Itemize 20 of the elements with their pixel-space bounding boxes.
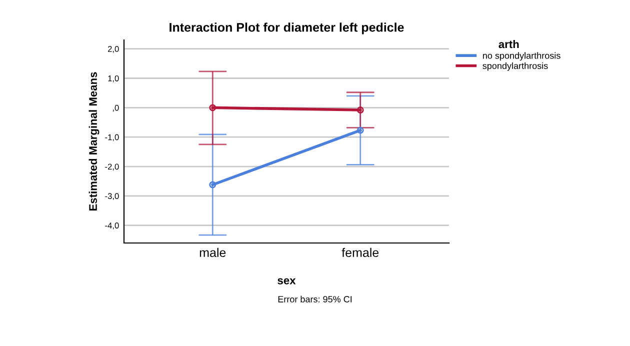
text: Error bars: 95% CI <box>278 296 352 302</box>
legend-label: no spondylarthrosis <box>483 52 560 61</box>
x-axis-title: sex <box>278 278 296 284</box>
y-tick-label: ,0 <box>112 104 119 112</box>
x-tick-label: female <box>342 248 379 258</box>
y-tick-label: 2,0 <box>108 46 119 53</box>
y-tick-label: -3,0 <box>105 193 119 200</box>
y-tick-label: -2,0 <box>105 164 119 171</box>
point <box>209 181 216 188</box>
y-tick-label: -1,0 <box>105 134 119 142</box>
y-axis-title: Estimated Marginal Means <box>88 72 100 211</box>
chart-title: Interaction Plot for diameter left pedicle <box>170 22 404 34</box>
legend-label: spondylarthrosis <box>482 62 548 71</box>
legend-title: arth <box>498 40 519 48</box>
y-tick-label: 1,0 <box>108 75 119 82</box>
point <box>209 104 216 112</box>
x-tick-label: male <box>200 248 226 258</box>
point <box>356 106 364 114</box>
y-tick-label: -4,0 <box>105 222 119 230</box>
point <box>356 126 364 134</box>
